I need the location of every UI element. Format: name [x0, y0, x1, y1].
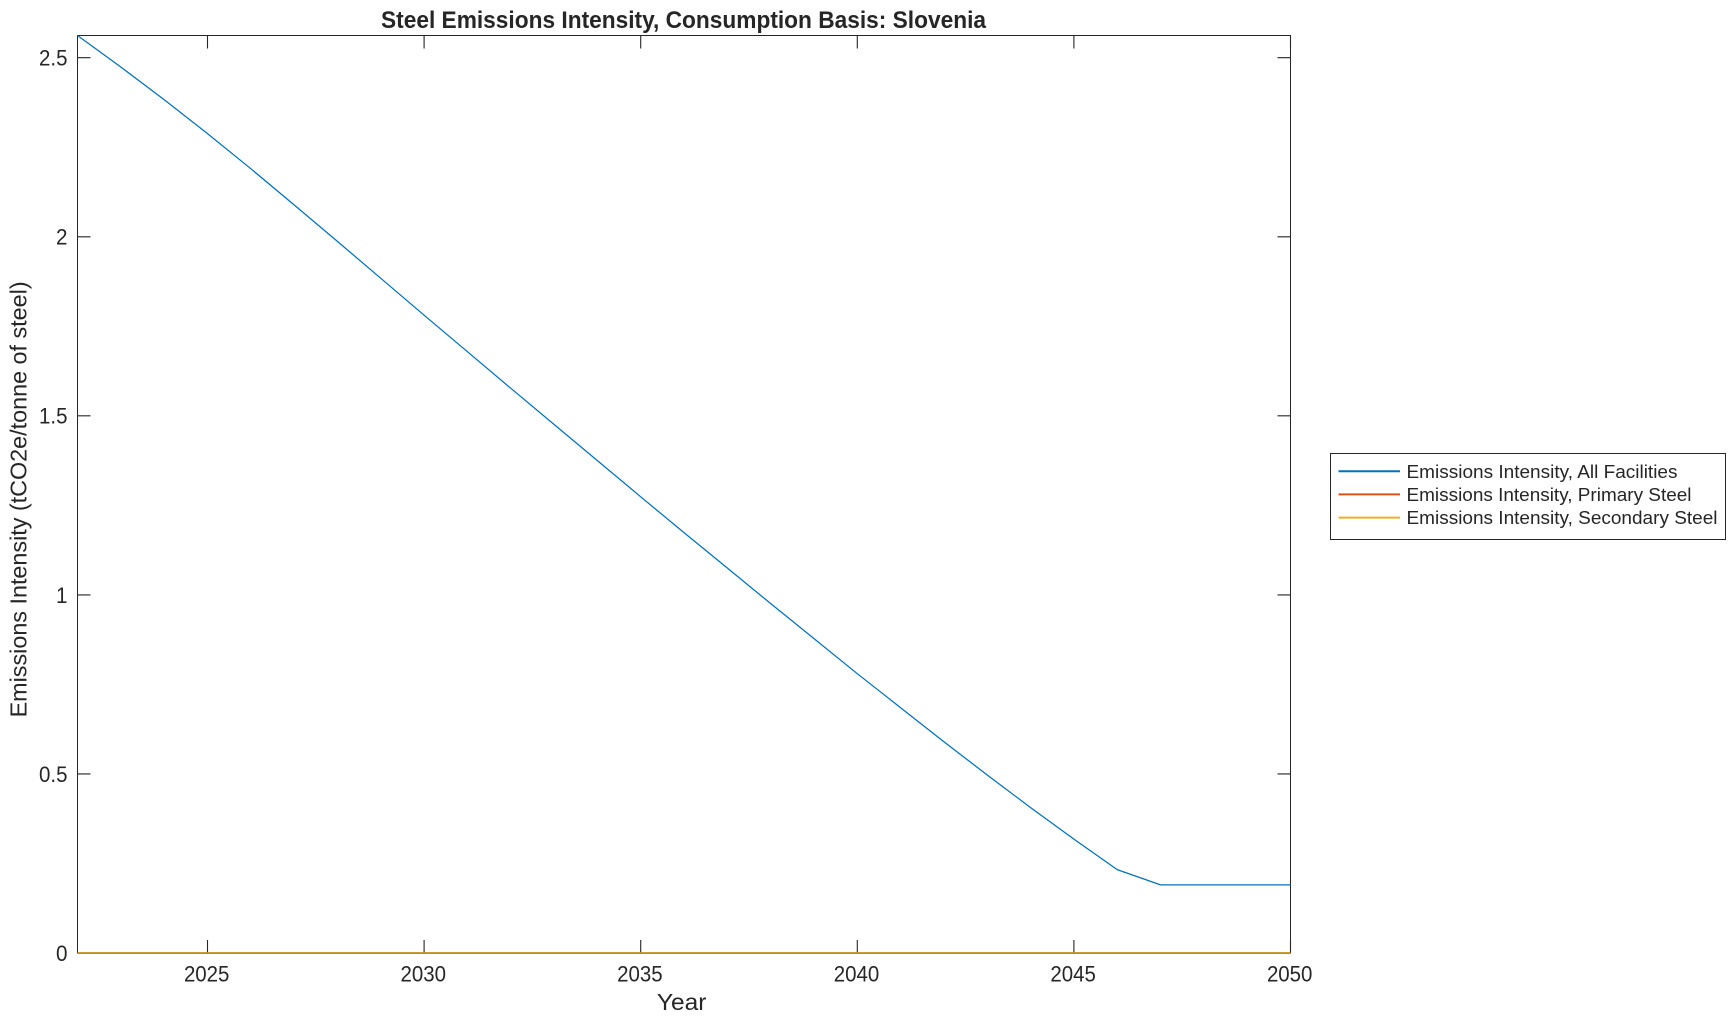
- svg-text:2045: 2045: [1050, 962, 1096, 987]
- svg-text:Emissions Intensity (tCO2e/ton: Emissions Intensity (tCO2e/tonne of stee…: [6, 281, 32, 717]
- svg-text:Year: Year: [657, 989, 707, 1015]
- svg-text:2: 2: [56, 225, 68, 250]
- svg-text:Steel Emissions Intensity, Con: Steel Emissions Intensity, Consumption B…: [381, 7, 987, 34]
- svg-text:2030: 2030: [401, 962, 447, 987]
- svg-text:Emissions Intensity, Primary S: Emissions Intensity, Primary Steel: [1407, 485, 1692, 505]
- svg-text:1.5: 1.5: [39, 404, 68, 429]
- svg-text:0: 0: [56, 941, 68, 966]
- svg-text:2040: 2040: [834, 962, 880, 987]
- svg-text:Emissions Intensity, Secondary: Emissions Intensity, Secondary Steel: [1407, 508, 1718, 528]
- svg-text:2.5: 2.5: [39, 46, 68, 71]
- svg-text:Emissions Intensity, All Facil: Emissions Intensity, All Facilities: [1407, 462, 1678, 482]
- svg-text:2050: 2050: [1267, 962, 1313, 987]
- svg-text:2025: 2025: [184, 962, 230, 987]
- svg-text:2035: 2035: [617, 962, 663, 987]
- svg-text:1: 1: [56, 583, 68, 608]
- svg-text:0.5: 0.5: [39, 762, 68, 787]
